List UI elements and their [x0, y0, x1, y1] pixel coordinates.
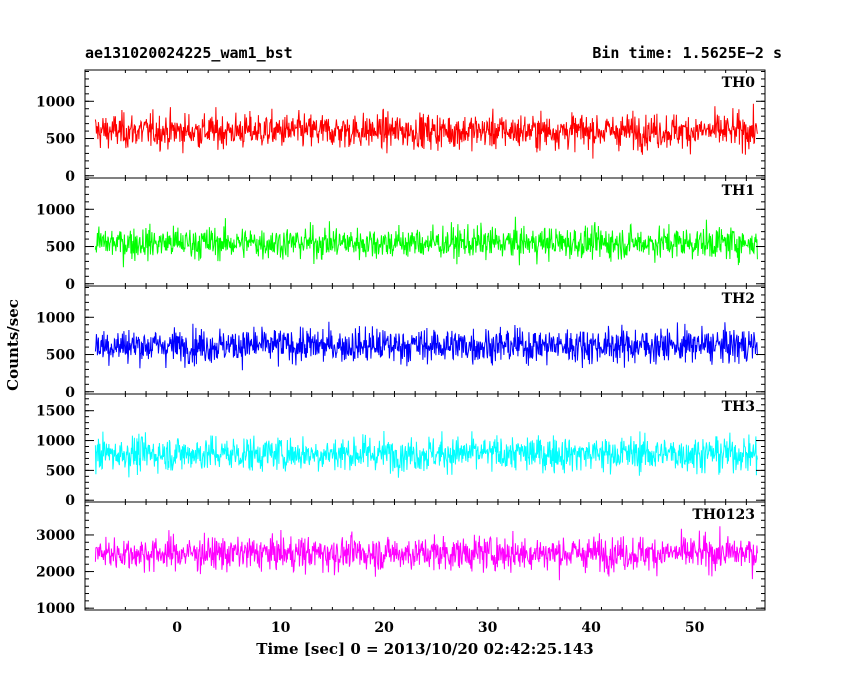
y-tick-label: 1000 [36, 601, 75, 617]
y-tick-label: 0 [65, 385, 75, 401]
panel-th1: 0 500 1000 TH1 [36, 177, 766, 293]
series-line-th0123 [94, 526, 758, 581]
y-tick-label: 0 [65, 493, 75, 509]
panel-th2: 0 500 1000 TH2 [36, 285, 766, 401]
panel-frame [84, 177, 766, 287]
y-tick-label: 0 [65, 169, 75, 185]
panel-th3: 0 500 1000 1500 TH3 [36, 393, 766, 509]
y-tick-label: 3000 [36, 528, 75, 544]
y-tick-label: 500 [46, 240, 75, 256]
y-axis-label: Counts/sec [4, 299, 22, 391]
panel-label: TH0 [722, 75, 756, 91]
y-tick-label: 2000 [36, 565, 75, 581]
panel-th0: 0 500 1000 TH0 [36, 69, 766, 185]
series-line-th0 [94, 103, 758, 159]
y-tick-label: 1500 [36, 404, 75, 420]
y-tick-label: 1000 [36, 94, 75, 110]
series-line-th2 [94, 321, 758, 371]
y-tick-label: 1000 [36, 310, 75, 326]
x-tick-label: 30 [478, 620, 498, 636]
x-tick-label: 20 [374, 620, 394, 636]
x-tick-label: 50 [685, 620, 705, 636]
x-tick-label: 0 [172, 620, 182, 636]
series-line-th3 [94, 430, 758, 478]
y-tick-label: 1000 [36, 434, 75, 450]
x-tick-label: 10 [271, 620, 291, 636]
y-tick-label: 500 [46, 132, 75, 148]
panel-label: TH2 [722, 291, 755, 307]
panel-label: TH0123 [692, 507, 755, 523]
panel-th0123: 1000 2000 3000 TH0123 [36, 501, 766, 617]
x-tick-label: 40 [581, 620, 601, 636]
chart-title-left: ae131020024225_wam1_bst [85, 44, 293, 62]
panel-frame [84, 501, 766, 611]
series-line-th1 [94, 216, 758, 268]
y-tick-label: 500 [46, 348, 75, 364]
y-tick-label: 1000 [36, 202, 75, 218]
panels-group: 0 500 1000 TH0 0 500 1000 TH1 0 500 1000 TH2 0 500 100… [36, 69, 766, 617]
y-tick-label: 0 [65, 277, 75, 293]
x-axis-label: Time [sec] 0 = 2013/10/20 02:42:25.143 [256, 640, 593, 658]
chart-title-right: Bin time: 1.5625E−2 s [592, 44, 782, 62]
y-tick-label: 500 [46, 463, 75, 479]
panel-label: TH3 [722, 399, 755, 415]
x-axis: 0 10 20 30 40 50 [172, 620, 704, 636]
panel-label: TH1 [722, 183, 755, 199]
panel-frame [84, 393, 766, 503]
